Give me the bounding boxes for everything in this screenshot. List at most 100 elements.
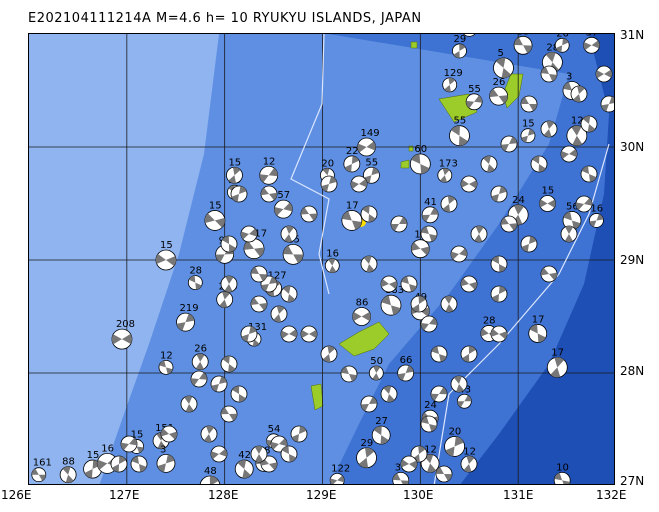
focal-mechanism: 48 [199, 466, 221, 484]
depth-label: 42 [238, 450, 251, 461]
focal-mechanism [380, 385, 398, 403]
depth-label: 37 [586, 34, 599, 38]
lon-label-131: 131E [503, 488, 534, 502]
depth-label: 16 [101, 443, 114, 454]
lon-label-130: 130E [403, 488, 434, 502]
focal-mechanism [180, 395, 198, 413]
boundary-line [290, 34, 330, 295]
focal-mechanism [240, 225, 258, 243]
focal-mechanism: 16 [324, 249, 340, 274]
depth-label: 28 [189, 266, 202, 277]
focal-mechanism: 122 [329, 463, 350, 484]
focal-mechanism: 28 [187, 266, 203, 291]
depth-label: 17 [346, 200, 359, 211]
focal-mechanism: 183 [380, 285, 404, 316]
focal-mechanism: 66 [397, 355, 415, 382]
focal-mechanism [500, 215, 518, 233]
focal-mechanism [460, 275, 478, 293]
focal-mechanism [190, 370, 208, 388]
trench-axis-line [433, 143, 610, 484]
focal-mechanism: 41 [421, 197, 439, 224]
focal-mechanism [460, 455, 478, 473]
focal-mechanism [280, 325, 298, 343]
depth-label: 208 [116, 319, 135, 330]
focal-mechanism [280, 225, 298, 243]
focal-mechanism [230, 185, 248, 203]
focal-mechanism: 15 [204, 200, 226, 231]
focal-mechanism: 86 [352, 298, 372, 326]
focal-mechanism: 30 [392, 462, 410, 484]
focal-mechanism [220, 405, 238, 423]
focal-mechanism [390, 215, 408, 233]
focal-mechanism [320, 345, 338, 363]
depth-label: 55 [453, 116, 466, 127]
focal-mechanism [530, 155, 548, 173]
focal-mechanism: 173 [437, 158, 458, 183]
lon-label-129: 129E [306, 488, 337, 502]
focal-mechanism [240, 325, 258, 343]
focal-mechanism [410, 295, 428, 313]
focal-mechanism [120, 435, 138, 453]
depth-label: 12 [160, 350, 173, 361]
depth-label: 30 [395, 462, 408, 473]
depth-label: 12 [424, 444, 437, 455]
focal-mechanism: 17 [528, 314, 548, 343]
focal-mechanism [340, 365, 358, 383]
focal-mechanism: 88 [59, 457, 77, 484]
focal-mechanism: 15 [155, 240, 177, 271]
focal-mechanism [470, 225, 488, 243]
focal-mechanism [220, 235, 238, 253]
focal-mechanism: 50 [368, 356, 384, 381]
depth-label: 26 [493, 77, 506, 88]
focal-mechanism: 12 [158, 350, 174, 375]
focal-mechanism [420, 415, 438, 433]
focal-mechanism: 219 [176, 303, 199, 332]
depth-label: 5 [497, 48, 503, 59]
focal-mechanism [520, 235, 538, 253]
focal-mechanism [490, 325, 508, 343]
lat-label-27: 27N [620, 474, 645, 488]
focal-mechanism [410, 445, 428, 463]
depth-label: 131 [248, 322, 267, 333]
depth-label: 12 [263, 156, 276, 167]
focal-mechanism [440, 295, 458, 313]
focal-mechanism [250, 265, 268, 283]
focal-mechanism [570, 85, 588, 103]
focal-mechanism [220, 275, 238, 293]
focal-mechanism [450, 245, 468, 263]
depth-label: 54 [268, 424, 281, 435]
focal-mechanism [540, 120, 558, 138]
depth-label: 29 [361, 438, 374, 449]
focal-mechanism: 57 [273, 190, 293, 219]
depth-label: 3 [160, 444, 166, 455]
focal-mechanism: 10 [553, 462, 571, 484]
lon-label-128: 128E [208, 488, 239, 502]
island-amami [338, 321, 390, 357]
depth-label: 183 [385, 285, 404, 296]
depth-label: 20 [449, 426, 462, 437]
focal-mechanism: 161 [31, 458, 52, 483]
focal-mechanism: 39 [513, 34, 533, 55]
focal-mechanism [210, 445, 228, 463]
focal-mechanism: 5 [493, 48, 514, 79]
focal-mechanism: 60 [409, 144, 431, 175]
depth-label: 26 [556, 34, 569, 39]
depth-label: 15 [209, 200, 222, 211]
focal-mechanism: 42 [234, 450, 254, 479]
focal-mechanism: 26 [191, 344, 209, 371]
focal-mechanism [280, 285, 298, 303]
focal-mechanism: 17 [463, 34, 476, 37]
focal-mechanism [230, 385, 248, 403]
depth-label: 15 [522, 119, 535, 130]
depth-label: 129 [444, 68, 463, 79]
lon-label-132: 132E [596, 488, 627, 502]
focal-mechanism [460, 175, 478, 193]
depth-label: 219 [180, 303, 199, 314]
depth-label: 50 [370, 356, 383, 367]
focal-mechanism [480, 155, 498, 173]
focal-mechanism [300, 205, 318, 223]
depth-label: 20 [321, 158, 334, 169]
depth-label: 26 [194, 344, 207, 355]
focal-mechanism [595, 65, 613, 83]
seismicity-map: 1618815161515132081226219152820598152515… [28, 33, 615, 485]
